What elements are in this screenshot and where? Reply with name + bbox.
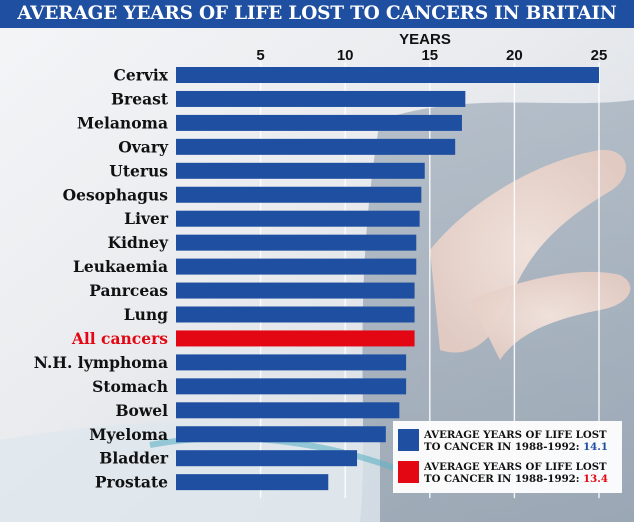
legend-value-1: 14.1	[583, 441, 608, 453]
x-tick-label-20: 20	[506, 47, 523, 64]
category-label-melanoma: Melanoma	[77, 113, 168, 132]
bar-kidney	[176, 234, 417, 251]
legend-text-1-line1: AVERAGE YEARS OF LIFE LOST	[423, 429, 607, 441]
category-label-ovary: Ovary	[118, 137, 169, 156]
x-tick-label-25: 25	[591, 47, 608, 64]
bar-cervix	[176, 67, 599, 83]
bar-oesophagus	[176, 186, 422, 203]
bar-n-h-lymphoma	[176, 354, 407, 371]
category-label-breast: Breast	[111, 89, 169, 108]
category-label-kidney: Kidney	[108, 233, 169, 252]
x-tick-labels: 5 10 15 20 25	[256, 47, 607, 64]
bar-breast	[176, 90, 466, 107]
bar-lung	[176, 306, 415, 323]
category-label-leukaemia: Leukaemia	[73, 257, 168, 276]
x-axis-label: YEARS	[399, 31, 451, 48]
x-tick-label-10: 10	[337, 47, 354, 64]
x-tick-label-5: 5	[256, 47, 264, 64]
legend-text-2-line1: AVERAGE YEARS OF LIFE LOST	[423, 461, 607, 473]
category-label-bowel: Bowel	[115, 401, 168, 420]
bar-liver	[176, 210, 420, 227]
bar-stomach	[176, 378, 407, 395]
category-label-all-cancers: All cancers	[71, 329, 168, 348]
legend-text-2-prefix: TO CANCER IN 1988-1992:	[424, 473, 583, 485]
category-label-lung: Lung	[124, 305, 168, 324]
category-label-bladder: Bladder	[99, 449, 169, 468]
bar-melanoma	[176, 114, 462, 131]
bars	[176, 67, 599, 491]
category-label-prostate: Prostate	[95, 473, 168, 492]
bar-prostate	[176, 474, 329, 491]
legend-swatch-2	[398, 461, 419, 483]
bar-bladder	[176, 450, 358, 467]
legend-swatch-1	[398, 429, 419, 451]
legend-value-2: 13.4	[583, 473, 608, 485]
legend-text-1-line2: TO CANCER IN 1988-1992: 14.1	[424, 441, 608, 453]
x-tick-label-15: 15	[421, 47, 438, 64]
bar-bowel	[176, 402, 400, 419]
bar-ovary	[176, 138, 456, 155]
category-label-liver: Liver	[124, 209, 169, 228]
bar-all-cancers	[176, 330, 415, 347]
category-label-n-h-lymphoma: N.H. lymphoma	[34, 353, 168, 372]
category-label-cervix: Cervix	[114, 66, 169, 85]
category-label-myeloma: Myeloma	[89, 425, 168, 444]
bar-myeloma	[176, 426, 386, 443]
legend-text-2-line2: TO CANCER IN 1988-1992: 13.4	[424, 473, 608, 485]
bar-panrceas	[176, 282, 415, 299]
category-labels: Cervix Breast Melanoma Ovary Uterus Oesophagu…	[34, 66, 169, 492]
category-label-oesophagus: Oesophagus	[63, 185, 169, 204]
category-label-stomach: Stomach	[92, 377, 168, 396]
bar-leukaemia	[176, 258, 417, 275]
bar-uterus	[176, 162, 425, 179]
category-label-uterus: Uterus	[109, 161, 168, 180]
chart-title: AVERAGE YEARS OF LIFE LOST TO CANCERS IN…	[0, 0, 634, 28]
legend-text-1-prefix: TO CANCER IN 1988-1992:	[424, 441, 583, 453]
category-label-panrceas: Panrceas	[89, 281, 168, 300]
